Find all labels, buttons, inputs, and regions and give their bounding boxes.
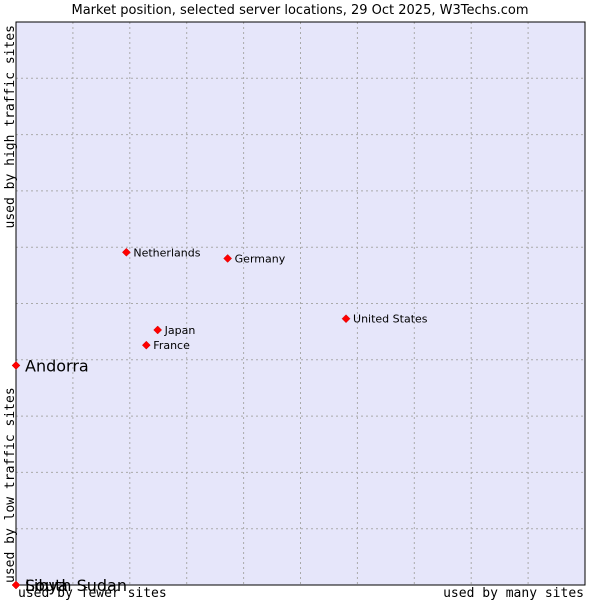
data-point: Netherlands xyxy=(122,246,201,259)
point-label: Andorra xyxy=(25,356,89,375)
y-axis-low-label: used by low traffic sites xyxy=(3,387,18,583)
point-label: Japan xyxy=(164,324,196,337)
data-point: United States xyxy=(341,313,428,326)
point-marker xyxy=(11,580,21,590)
data-points: Netherlands Germany United States Japan Fran… xyxy=(11,246,428,595)
point-marker xyxy=(122,247,131,257)
x-axis-low-label: used by fewer sites xyxy=(18,586,167,600)
y-axis-high-label: used by high traffic sites xyxy=(3,25,18,229)
point-marker xyxy=(223,254,233,263)
grid-lines xyxy=(16,22,585,585)
point-label: France xyxy=(153,339,190,352)
data-point: France xyxy=(141,339,190,352)
point-marker xyxy=(11,361,21,370)
data-point: Libya xyxy=(11,576,68,595)
point-marker xyxy=(141,340,151,350)
point-label: Netherlands xyxy=(133,246,200,259)
data-point: Andorra xyxy=(11,356,89,375)
data-point: Germany xyxy=(223,252,286,265)
point-label: United States xyxy=(353,313,428,326)
point-label: Libya xyxy=(25,576,68,595)
data-point: Japan xyxy=(153,324,196,337)
point-label: Germany xyxy=(235,252,286,265)
point-marker xyxy=(341,314,351,324)
plot-border xyxy=(15,21,586,586)
chart-title: Market position, selected server locatio… xyxy=(71,3,528,18)
point-marker xyxy=(153,325,163,335)
x-axis-high-label: used by many sites xyxy=(443,586,584,600)
point-label: South Sudan xyxy=(25,576,127,595)
